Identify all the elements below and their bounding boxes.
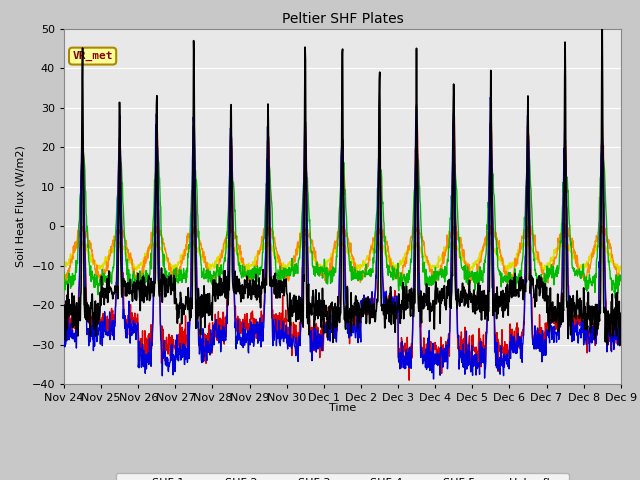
- Y-axis label: Soil Heat Flux (W/m2): Soil Heat Flux (W/m2): [16, 145, 26, 267]
- Legend: pSHF 1, pSHF 2, pSHF 3, pSHF 4, pSHF 5, Hukseflux: pSHF 1, pSHF 2, pSHF 3, pSHF 4, pSHF 5, …: [116, 473, 569, 480]
- Title: Peltier SHF Plates: Peltier SHF Plates: [282, 12, 403, 26]
- X-axis label: Time: Time: [329, 403, 356, 413]
- Text: VR_met: VR_met: [72, 51, 113, 61]
